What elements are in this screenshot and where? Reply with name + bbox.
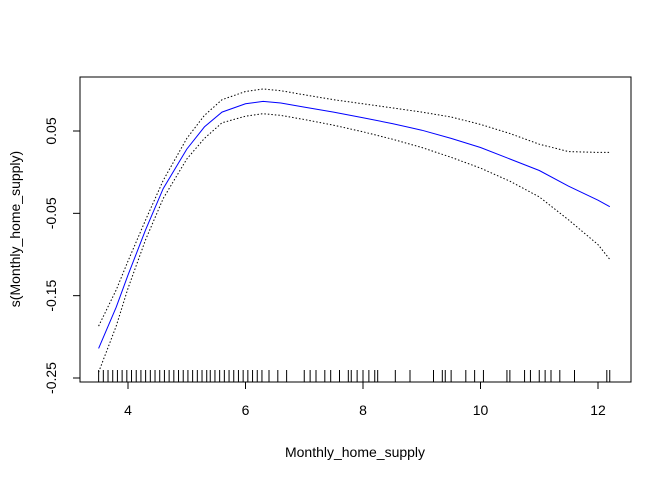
x-tick-label: 6 <box>242 402 250 418</box>
x-tick-label: 12 <box>590 402 606 418</box>
rug-layer <box>98 370 611 382</box>
x-axis: 4 6 8 10 12 <box>124 381 606 418</box>
lower-confidence-band <box>98 113 611 373</box>
plot-frame <box>79 76 632 383</box>
x-axis-title: Monthly_home_supply <box>285 444 425 460</box>
data-layer <box>98 88 611 373</box>
x-tick-label: 10 <box>473 402 489 418</box>
upper-confidence-band <box>98 88 610 327</box>
x-tick-label: 8 <box>359 402 367 418</box>
y-axis-title: s(Monthly_home_supply) <box>7 151 23 307</box>
y-axis: 0.05 -0.05 -0.15 -0.25 <box>43 117 81 394</box>
y-tick-label: -0.15 <box>43 280 59 312</box>
y-tick-label: -0.05 <box>43 197 59 229</box>
y-tick-label: -0.25 <box>43 362 59 394</box>
x-tick-label: 4 <box>124 402 132 418</box>
smooth-fit-line <box>98 100 611 349</box>
y-tick-label: 0.05 <box>43 117 59 144</box>
